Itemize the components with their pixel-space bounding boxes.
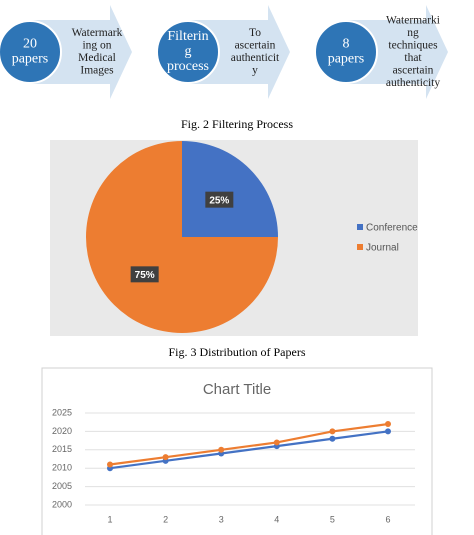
arrow-text: ascertain (235, 39, 276, 51)
arrow-text: To (249, 27, 261, 39)
arrow-text: techniques (388, 39, 438, 51)
x-tick-label: 4 (274, 514, 279, 524)
arrow-text: ing on (82, 39, 111, 51)
circle-text: papers (12, 52, 49, 67)
circle-text: 20 (23, 37, 37, 52)
point (385, 428, 391, 435)
arrow-text: Watermark (72, 27, 123, 39)
arrow-text: Watermarki (386, 14, 440, 26)
pie-slice (86, 141, 278, 333)
arrow-text: Medical (78, 52, 116, 64)
arrow-text: authenticity (386, 77, 441, 89)
arrow-text: ng (407, 27, 419, 39)
arrow-text: y (252, 64, 258, 76)
circle-text: 8 (343, 37, 350, 52)
x-tick-label: 5 (330, 514, 335, 524)
y-tick-label: 2015 (52, 444, 72, 454)
legend-label: Conference (366, 223, 418, 234)
legend-swatch (357, 224, 363, 230)
arrow-text: that (404, 52, 422, 64)
arrow (346, 5, 448, 99)
arrow-text: authenticit (231, 52, 280, 64)
series-line (109, 422, 389, 466)
y-tick-label: 2010 (52, 463, 72, 473)
point (107, 461, 113, 468)
y-tick-label: 2000 (52, 499, 72, 509)
point (329, 435, 336, 442)
label-box (130, 266, 159, 283)
arrow-text: Images (80, 64, 114, 76)
series-line (109, 430, 389, 470)
point (162, 454, 169, 461)
x-tick-label: 3 (219, 514, 224, 524)
point (329, 428, 336, 435)
data-label: 75% (135, 270, 155, 281)
data-label: 25% (209, 195, 229, 206)
x-tick-label: 1 (107, 514, 112, 524)
step-circle (314, 20, 378, 84)
circle-text: process (167, 59, 209, 74)
circle-text: Filterin (167, 29, 208, 44)
y-tick-label: 2005 (52, 481, 72, 491)
circle-text: g (185, 44, 192, 59)
x-tick-label: 6 (385, 514, 390, 524)
x-tick-label: 2 (163, 514, 168, 524)
chart-title: Chart Title (203, 381, 271, 398)
arrow (188, 5, 290, 99)
legend-label: Journal (366, 243, 399, 254)
point (218, 446, 225, 453)
pie-slice (182, 141, 278, 237)
caption: Fig. 3 Distribution of Papers (169, 345, 306, 359)
y-tick-label: 2025 (52, 407, 72, 417)
point (273, 439, 280, 446)
arrow (30, 5, 132, 99)
label-box (205, 191, 234, 208)
step-circle (0, 20, 62, 84)
step-circle (156, 20, 220, 84)
caption: Fig. 2 Filtering Process (181, 117, 293, 131)
legend-swatch (357, 244, 363, 250)
point (385, 421, 391, 428)
arrow-text: ascertain (393, 64, 434, 76)
circle-text: papers (328, 52, 365, 67)
y-tick-label: 2020 (52, 426, 72, 436)
